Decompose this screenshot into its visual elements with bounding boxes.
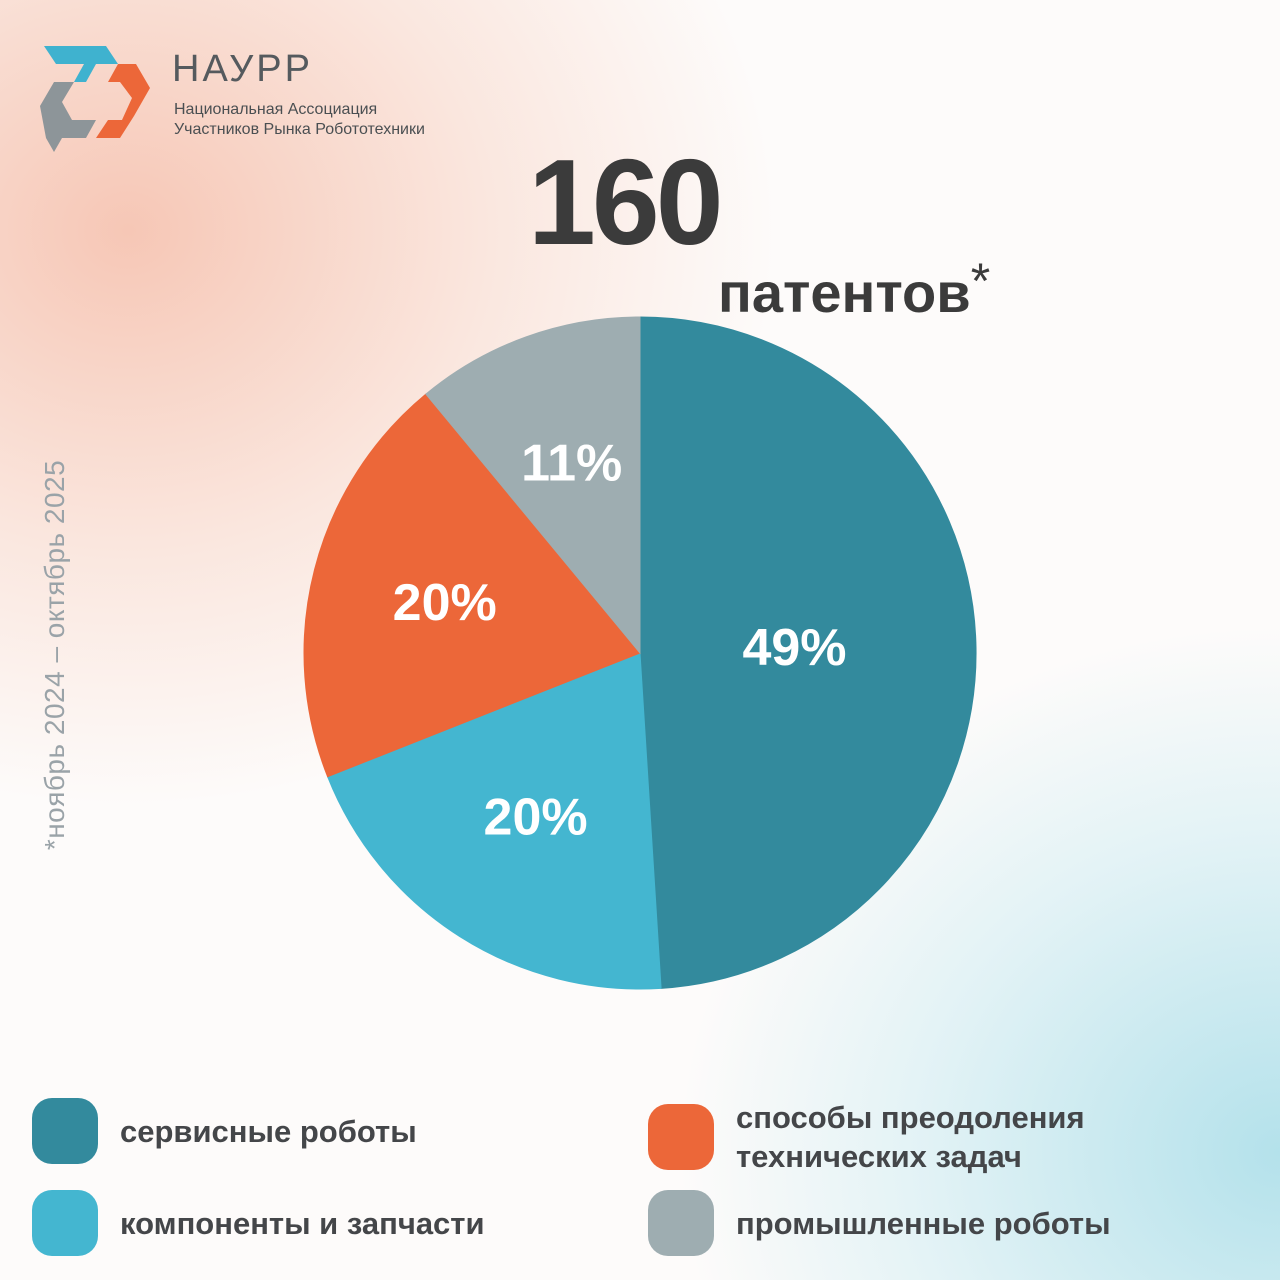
legend-label-line-1: способы преодоления <box>736 1100 1085 1135</box>
legend-label-technical-solutions: способы преодоления технических задач <box>736 1098 1085 1176</box>
pie-label-industrial-robots: 11% <box>521 434 622 492</box>
legend-item-service-robots: сервисные роботы <box>32 1098 417 1164</box>
brand-name: НАУРР <box>172 48 313 90</box>
legend-swatch-service-robots <box>32 1098 98 1164</box>
pie-label-service-robots: 49% <box>742 619 846 677</box>
legend-label-line: промышленные роботы <box>736 1205 1111 1241</box>
pie-label-components: 20% <box>484 789 588 847</box>
logo-teal-part <box>44 46 118 82</box>
legend-swatch-industrial-robots <box>648 1190 714 1256</box>
legend-label-components: компоненты и запчасти <box>120 1204 485 1243</box>
naurr-logo-icon <box>40 46 150 152</box>
legend-label-industrial-robots: промышленные роботы <box>736 1204 1111 1243</box>
legend-item-components: компоненты и запчасти <box>32 1190 485 1256</box>
legend-label-line-2: технических задач <box>736 1139 1022 1174</box>
legend-item-technical-solutions: способы преодоления технических задач <box>648 1098 1085 1176</box>
legend-swatch-technical-solutions <box>648 1104 714 1170</box>
brand-subtitle-line-1: Национальная Ассоциация <box>174 101 378 118</box>
legend-label-service-robots: сервисные роботы <box>120 1112 417 1151</box>
pie-slice-technical-solutions <box>303 393 641 778</box>
logo-gray-part <box>40 82 96 152</box>
total-unit-label: патентов <box>718 261 971 324</box>
total-unit: патентов* <box>718 246 990 328</box>
pie-slice-industrial-robots <box>425 316 641 655</box>
legend-label-line: сервисные роботы <box>120 1113 417 1149</box>
legend-label-line: компоненты и запчасти <box>120 1205 485 1241</box>
legend-swatch-components <box>32 1190 98 1256</box>
brand-subtitle-line-2: Участников Рынка Робототехники <box>174 121 425 138</box>
logo-orange-part <box>96 64 150 138</box>
pie-slice-components <box>326 652 662 990</box>
legend-item-industrial-robots: промышленные роботы <box>648 1190 1111 1256</box>
footnote-mark: * <box>970 253 991 309</box>
total-number: 160 <box>528 134 724 270</box>
pie-label-technical-solutions: 20% <box>393 574 497 632</box>
pie-slice-service-robots <box>639 316 977 989</box>
brand-subtitle: Национальная Ассоциация Участников Рынка… <box>174 100 514 140</box>
